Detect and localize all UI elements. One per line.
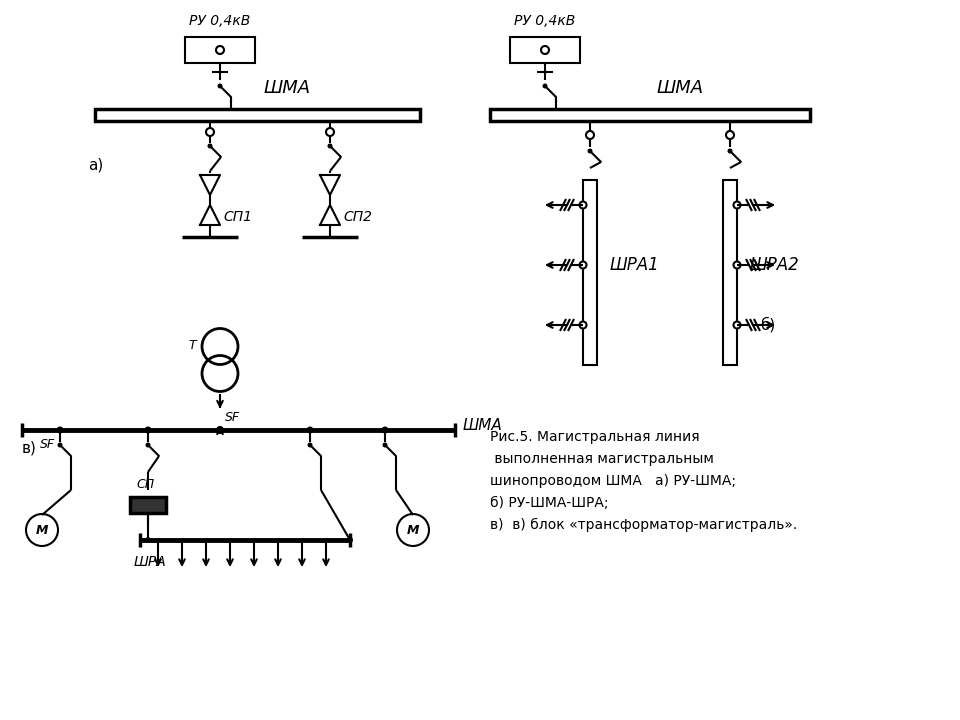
Circle shape bbox=[541, 46, 549, 54]
Text: ШРА2: ШРА2 bbox=[750, 256, 800, 274]
Circle shape bbox=[542, 84, 547, 89]
Text: Рис.5. Магистральная линия: Рис.5. Магистральная линия bbox=[490, 430, 700, 444]
Circle shape bbox=[306, 426, 314, 433]
Circle shape bbox=[726, 131, 734, 139]
Text: ШМА: ШМА bbox=[264, 79, 311, 97]
Circle shape bbox=[728, 148, 732, 153]
Bar bbox=[510, 37, 580, 63]
Circle shape bbox=[146, 443, 151, 448]
Text: б): б) bbox=[760, 318, 776, 333]
Text: РУ 0,4кВ: РУ 0,4кВ bbox=[189, 14, 251, 28]
Circle shape bbox=[145, 426, 152, 433]
Text: в)  в) блок «трансформатор-магистраль».: в) в) блок «трансформатор-магистраль». bbox=[490, 518, 797, 532]
Text: SF: SF bbox=[40, 438, 55, 451]
Bar bbox=[583, 180, 597, 365]
Circle shape bbox=[588, 148, 592, 153]
Text: М: М bbox=[36, 523, 48, 536]
Text: Т: Т bbox=[188, 339, 196, 352]
Circle shape bbox=[58, 443, 62, 448]
Circle shape bbox=[733, 202, 740, 209]
Text: ШМА: ШМА bbox=[463, 418, 503, 433]
Circle shape bbox=[580, 202, 587, 209]
Text: СП1: СП1 bbox=[223, 210, 252, 224]
Circle shape bbox=[381, 426, 389, 433]
Bar bbox=[490, 109, 810, 121]
Circle shape bbox=[216, 46, 224, 54]
Circle shape bbox=[733, 322, 740, 328]
Circle shape bbox=[326, 128, 334, 136]
Text: а): а) bbox=[88, 158, 104, 173]
Bar bbox=[723, 180, 737, 365]
Text: шинопроводом ШМА   а) РУ-ШМА;: шинопроводом ШМА а) РУ-ШМА; bbox=[490, 474, 736, 488]
Bar bbox=[95, 109, 420, 121]
Circle shape bbox=[57, 426, 63, 433]
Bar bbox=[185, 37, 255, 63]
Text: ШРА1: ШРА1 bbox=[610, 256, 660, 274]
Circle shape bbox=[145, 537, 151, 543]
Circle shape bbox=[580, 261, 587, 269]
Circle shape bbox=[218, 84, 223, 89]
Circle shape bbox=[733, 261, 740, 269]
Circle shape bbox=[206, 128, 214, 136]
Text: ШМА: ШМА bbox=[657, 79, 704, 97]
Circle shape bbox=[217, 426, 224, 433]
Text: СП: СП bbox=[137, 478, 156, 491]
Text: в): в) bbox=[22, 441, 36, 456]
Circle shape bbox=[347, 537, 353, 543]
Circle shape bbox=[580, 322, 587, 328]
Circle shape bbox=[26, 514, 58, 546]
Circle shape bbox=[397, 514, 429, 546]
Circle shape bbox=[327, 143, 332, 148]
Text: SF: SF bbox=[225, 411, 240, 424]
Text: б) РУ-ШМА-ШРА;: б) РУ-ШМА-ШРА; bbox=[490, 496, 609, 510]
Text: ШРА: ШРА bbox=[133, 555, 166, 569]
Circle shape bbox=[207, 143, 212, 148]
Circle shape bbox=[382, 443, 388, 448]
Text: СП2: СП2 bbox=[343, 210, 372, 224]
Bar bbox=[130, 497, 166, 513]
Circle shape bbox=[586, 131, 594, 139]
Circle shape bbox=[307, 443, 313, 448]
Circle shape bbox=[216, 426, 224, 434]
Text: РУ 0,4кВ: РУ 0,4кВ bbox=[515, 14, 576, 28]
Text: М: М bbox=[407, 523, 420, 536]
Text: выполненная магистральным: выполненная магистральным bbox=[490, 452, 714, 466]
